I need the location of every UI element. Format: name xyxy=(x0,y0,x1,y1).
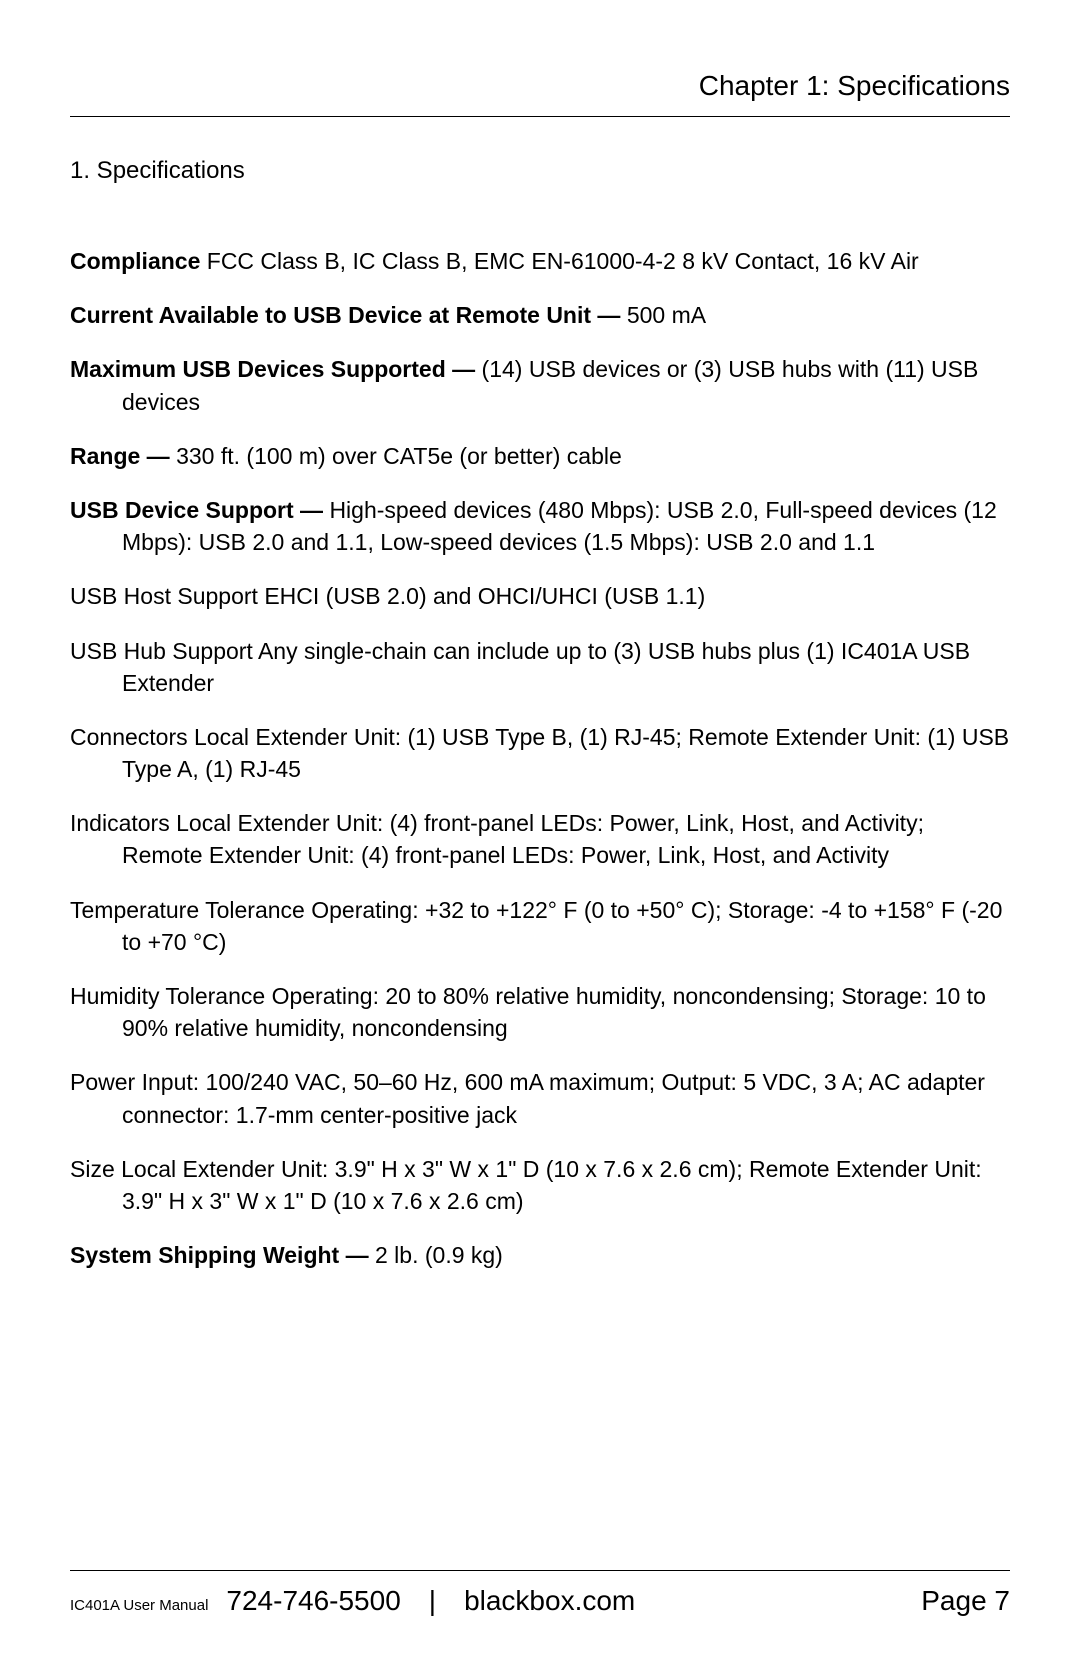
spec-value: 2 lb. (0.9 kg) xyxy=(375,1242,503,1268)
spec-item: Connectors Local Extender Unit: (1) USB … xyxy=(70,721,1010,785)
spec-label: Humidity Tolerance xyxy=(70,983,265,1009)
footer-phone: 724-746-5500 xyxy=(226,1585,400,1617)
spec-item: USB Host Support EHCI (USB 2.0) and OHCI… xyxy=(70,580,1010,612)
footer-page-number: Page 7 xyxy=(921,1585,1010,1617)
spec-label: System Shipping Weight — xyxy=(70,1242,375,1268)
footer-left: IC401A User Manual 724-746-5500 | blackb… xyxy=(70,1585,635,1617)
spec-item: Indicators Local Extender Unit: (4) fron… xyxy=(70,807,1010,871)
spec-value: FCC Class B, IC Class B, EMC EN-61000-4-… xyxy=(207,248,919,274)
footer-manual: IC401A User Manual xyxy=(70,1597,208,1614)
chapter-header: Chapter 1: Specifications xyxy=(70,70,1010,117)
spec-label: Size xyxy=(70,1156,115,1182)
spec-item: Range — 330 ft. (100 m) over CAT5e (or b… xyxy=(70,440,1010,472)
spec-item: USB Hub Support Any single-chain can inc… xyxy=(70,635,1010,699)
spec-item: Size Local Extender Unit: 3.9" H x 3" W … xyxy=(70,1153,1010,1217)
spec-value: Local Extender Unit: (1) USB Type B, (1)… xyxy=(122,724,1009,782)
spec-value: Input: 100/240 VAC, 50–60 Hz, 600 mA max… xyxy=(122,1069,985,1127)
spec-item: Power Input: 100/240 VAC, 50–60 Hz, 600 … xyxy=(70,1066,1010,1130)
footer-site: blackbox.com xyxy=(464,1585,635,1617)
footer-separator: | xyxy=(419,1585,446,1617)
spec-label: Temperature Tolerance xyxy=(70,897,305,923)
section-heading: 1. Specifications xyxy=(70,157,1010,185)
spec-value: 500 mA xyxy=(627,302,706,328)
spec-item: Humidity Tolerance Operating: 20 to 80% … xyxy=(70,980,1010,1044)
spec-label: Power xyxy=(70,1069,135,1095)
spec-item: Compliance FCC Class B, IC Class B, EMC … xyxy=(70,245,1010,277)
spec-label: Current Available to USB Device at Remot… xyxy=(70,302,627,328)
spec-item: Temperature Tolerance Operating: +32 to … xyxy=(70,894,1010,958)
spec-label: USB Device Support — xyxy=(70,497,329,523)
spec-label: Compliance xyxy=(70,248,200,274)
spec-label: USB Host Support xyxy=(70,583,258,609)
spec-item: Maximum USB Devices Supported — (14) USB… xyxy=(70,353,1010,417)
spec-label: Range — xyxy=(70,443,176,469)
page: Chapter 1: Specifications 1. Specificati… xyxy=(0,0,1080,1669)
spec-value: EHCI (USB 2.0) and OHCI/UHCI (USB 1.1) xyxy=(264,583,705,609)
spec-item: USB Device Support — High-speed devices … xyxy=(70,494,1010,558)
spec-item: Current Available to USB Device at Remot… xyxy=(70,299,1010,331)
spec-item: System Shipping Weight — 2 lb. (0.9 kg) xyxy=(70,1239,1010,1271)
spec-label: Maximum USB Devices Supported — xyxy=(70,356,482,382)
footer: IC401A User Manual 724-746-5500 | blackb… xyxy=(70,1570,1010,1617)
spec-value: Local Extender Unit: 3.9" H x 3" W x 1" … xyxy=(121,1156,982,1214)
spec-label: Indicators xyxy=(70,810,170,836)
spec-value: Local Extender Unit: (4) front-panel LED… xyxy=(122,810,924,868)
spec-value: 330 ft. (100 m) over CAT5e (or better) c… xyxy=(176,443,622,469)
spec-list: Compliance FCC Class B, IC Class B, EMC … xyxy=(70,245,1010,1271)
spec-label: USB Hub Support xyxy=(70,638,253,664)
spec-label: Connectors xyxy=(70,724,188,750)
